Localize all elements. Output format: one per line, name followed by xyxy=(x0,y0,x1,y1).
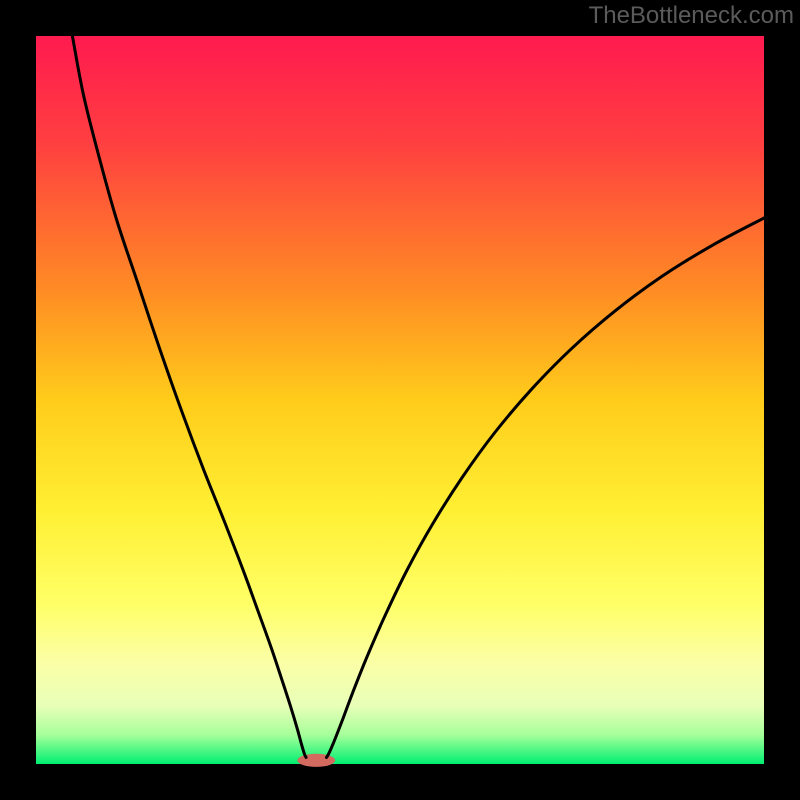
watermark-text: TheBottleneck.com xyxy=(589,2,794,30)
bottleneck-chart xyxy=(0,0,800,800)
chart-plot-bg xyxy=(36,36,764,764)
chart-canvas: { "watermark": { "text": "TheBottleneck.… xyxy=(0,0,800,800)
bottom-blob xyxy=(297,754,335,767)
